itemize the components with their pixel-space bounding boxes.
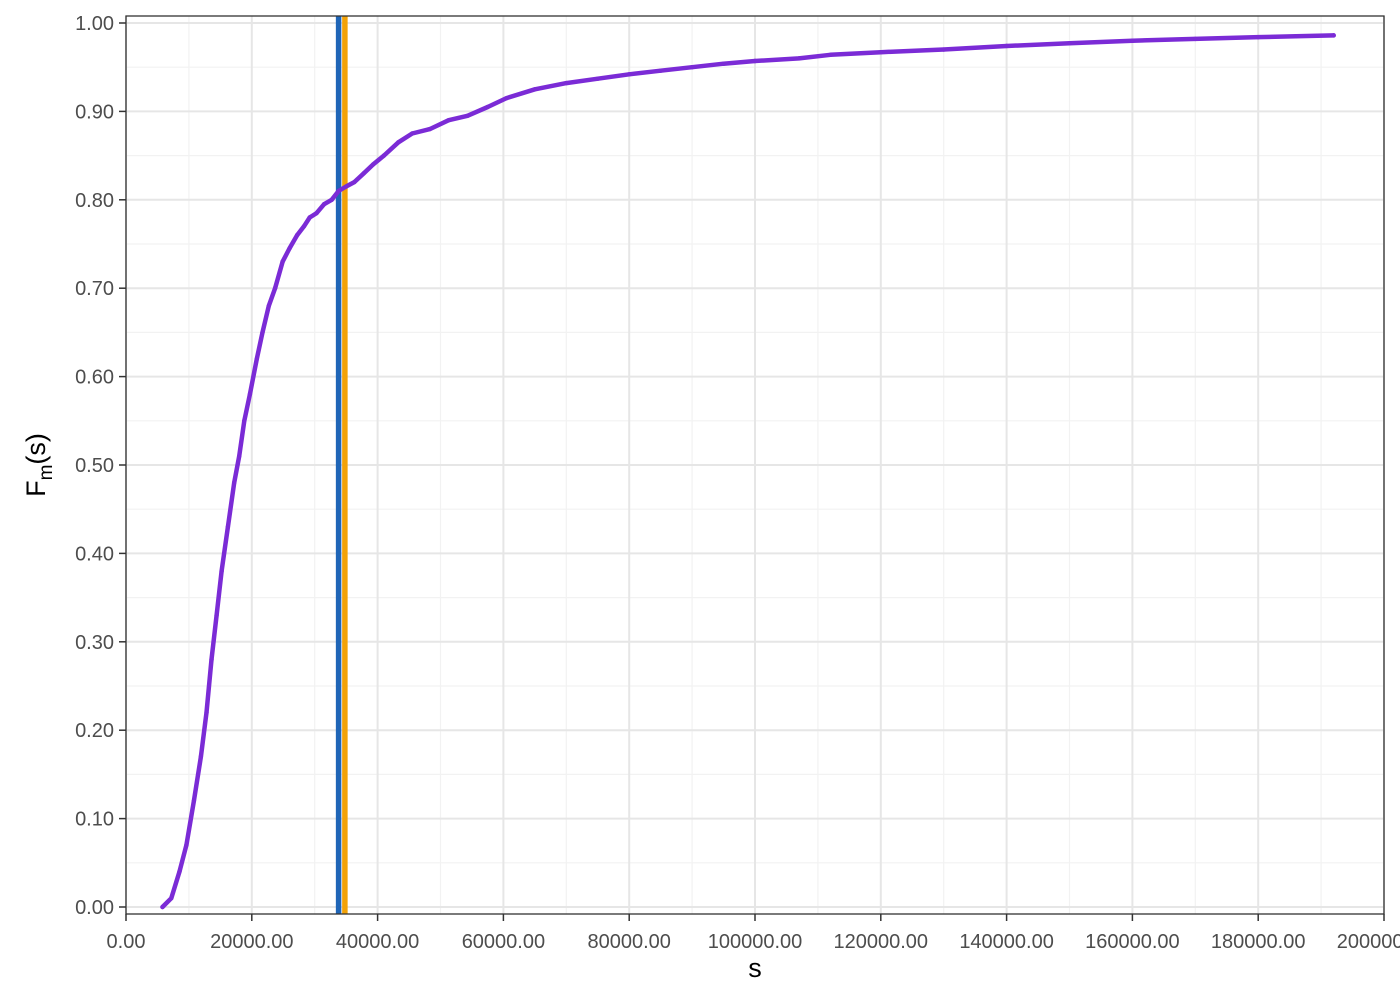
- data-point: [1193, 36, 1198, 42]
- data-point: [272, 286, 278, 291]
- x-axis-title: s: [748, 953, 762, 983]
- data-point: [214, 613, 219, 618]
- data-point: [160, 904, 165, 910]
- data-point: [260, 330, 265, 335]
- data-point: [242, 418, 247, 423]
- data-point: [878, 49, 883, 55]
- data-point: [752, 58, 758, 64]
- reference-lines: [335, 16, 348, 914]
- y-axis: 0.00 0.10 0.20 0.30 0.40 0.50 0.60 0.70 0.80 0.90…: [75, 13, 126, 919]
- data-point: [446, 118, 451, 123]
- x-tick-label: 140000.00: [959, 931, 1054, 953]
- data-point: [1130, 38, 1135, 43]
- y-tick-label: 0.70: [75, 278, 114, 300]
- data-point: [828, 52, 833, 58]
- major-grid: [125, 16, 1385, 914]
- x-tick-label: 120000.00: [834, 931, 929, 953]
- series-group: [160, 33, 1336, 910]
- data-point: [294, 232, 300, 238]
- data-point: [177, 869, 182, 874]
- data-point: [595, 76, 600, 81]
- data-point: [689, 65, 695, 70]
- data-point: [409, 131, 415, 136]
- y-tick-label: 0.40: [75, 543, 114, 565]
- data-point: [370, 162, 376, 167]
- data-point: [721, 61, 726, 66]
- y-axis-title-main: F: [21, 480, 51, 497]
- data-point: [219, 568, 224, 574]
- data-point: [1004, 43, 1009, 49]
- data-point: [1067, 41, 1072, 46]
- data-point: [627, 72, 632, 77]
- data-point: [1331, 33, 1336, 38]
- x-tick-label: 160000.00: [1085, 931, 1180, 953]
- data-point: [209, 657, 214, 662]
- data-point: [336, 188, 341, 194]
- x-tick-label: 40000.00: [336, 931, 419, 953]
- x-tick-label: 0.00: [107, 931, 146, 953]
- data-point: [314, 210, 319, 216]
- data-point: [254, 356, 260, 362]
- data-point: [237, 453, 242, 459]
- y-tick-label: 0.60: [75, 367, 114, 389]
- data-point: [231, 480, 237, 485]
- data-point: [329, 197, 334, 202]
- data-point: [465, 113, 470, 119]
- x-tick-label: 80000.00: [587, 931, 670, 953]
- y-axis-title-tail: (s): [21, 433, 51, 464]
- y-tick-label: 0.50: [75, 455, 114, 477]
- data-point: [247, 392, 253, 397]
- data-point: [191, 798, 197, 804]
- data-point: [504, 95, 509, 101]
- data-point: [204, 710, 209, 715]
- x-tick-label: 100000.00: [708, 931, 803, 953]
- data-point: [301, 224, 307, 229]
- data-point: [485, 104, 490, 110]
- data-point: [396, 140, 401, 145]
- data-point: [321, 202, 327, 207]
- x-axis: 0.00 20000.00 40000.00 60000.00 80000.00 1000…: [107, 914, 1400, 953]
- y-tick-label: 0.00: [75, 897, 114, 919]
- data-point: [266, 303, 271, 309]
- y-axis-title-subscript: m: [36, 465, 57, 481]
- y-tick-label: 0.30: [75, 632, 114, 654]
- y-tick-label: 0.90: [75, 101, 114, 123]
- data-point: [427, 126, 433, 132]
- y-tick-label: 1.00: [75, 13, 114, 35]
- data-point: [658, 68, 663, 73]
- data-point: [280, 259, 285, 264]
- data-point: [564, 80, 569, 86]
- y-axis-title: Fm(s): [21, 433, 57, 497]
- data-point: [1256, 34, 1261, 40]
- data-point: [532, 87, 538, 92]
- data-point: [225, 524, 231, 530]
- x-tick-label: 60000.00: [462, 931, 545, 953]
- y-tick-label: 0.10: [75, 809, 114, 831]
- data-point: [796, 56, 802, 61]
- x-tick-label: 200000.00: [1337, 931, 1400, 953]
- y-tick-label: 0.20: [75, 720, 114, 742]
- data-point: [169, 895, 174, 901]
- y-tick-label: 0.80: [75, 190, 114, 212]
- data-point: [361, 171, 366, 176]
- data-point: [1293, 34, 1299, 39]
- data-point: [198, 754, 204, 759]
- data-point: [352, 179, 357, 185]
- data-point: [287, 246, 292, 251]
- data-point: [941, 47, 946, 52]
- data-point: [381, 153, 387, 158]
- data-point: [184, 842, 189, 848]
- data-point: [307, 215, 312, 220]
- x-tick-label: 180000.00: [1211, 931, 1306, 953]
- data-point: [343, 184, 349, 189]
- x-tick-label: 20000.00: [210, 931, 293, 953]
